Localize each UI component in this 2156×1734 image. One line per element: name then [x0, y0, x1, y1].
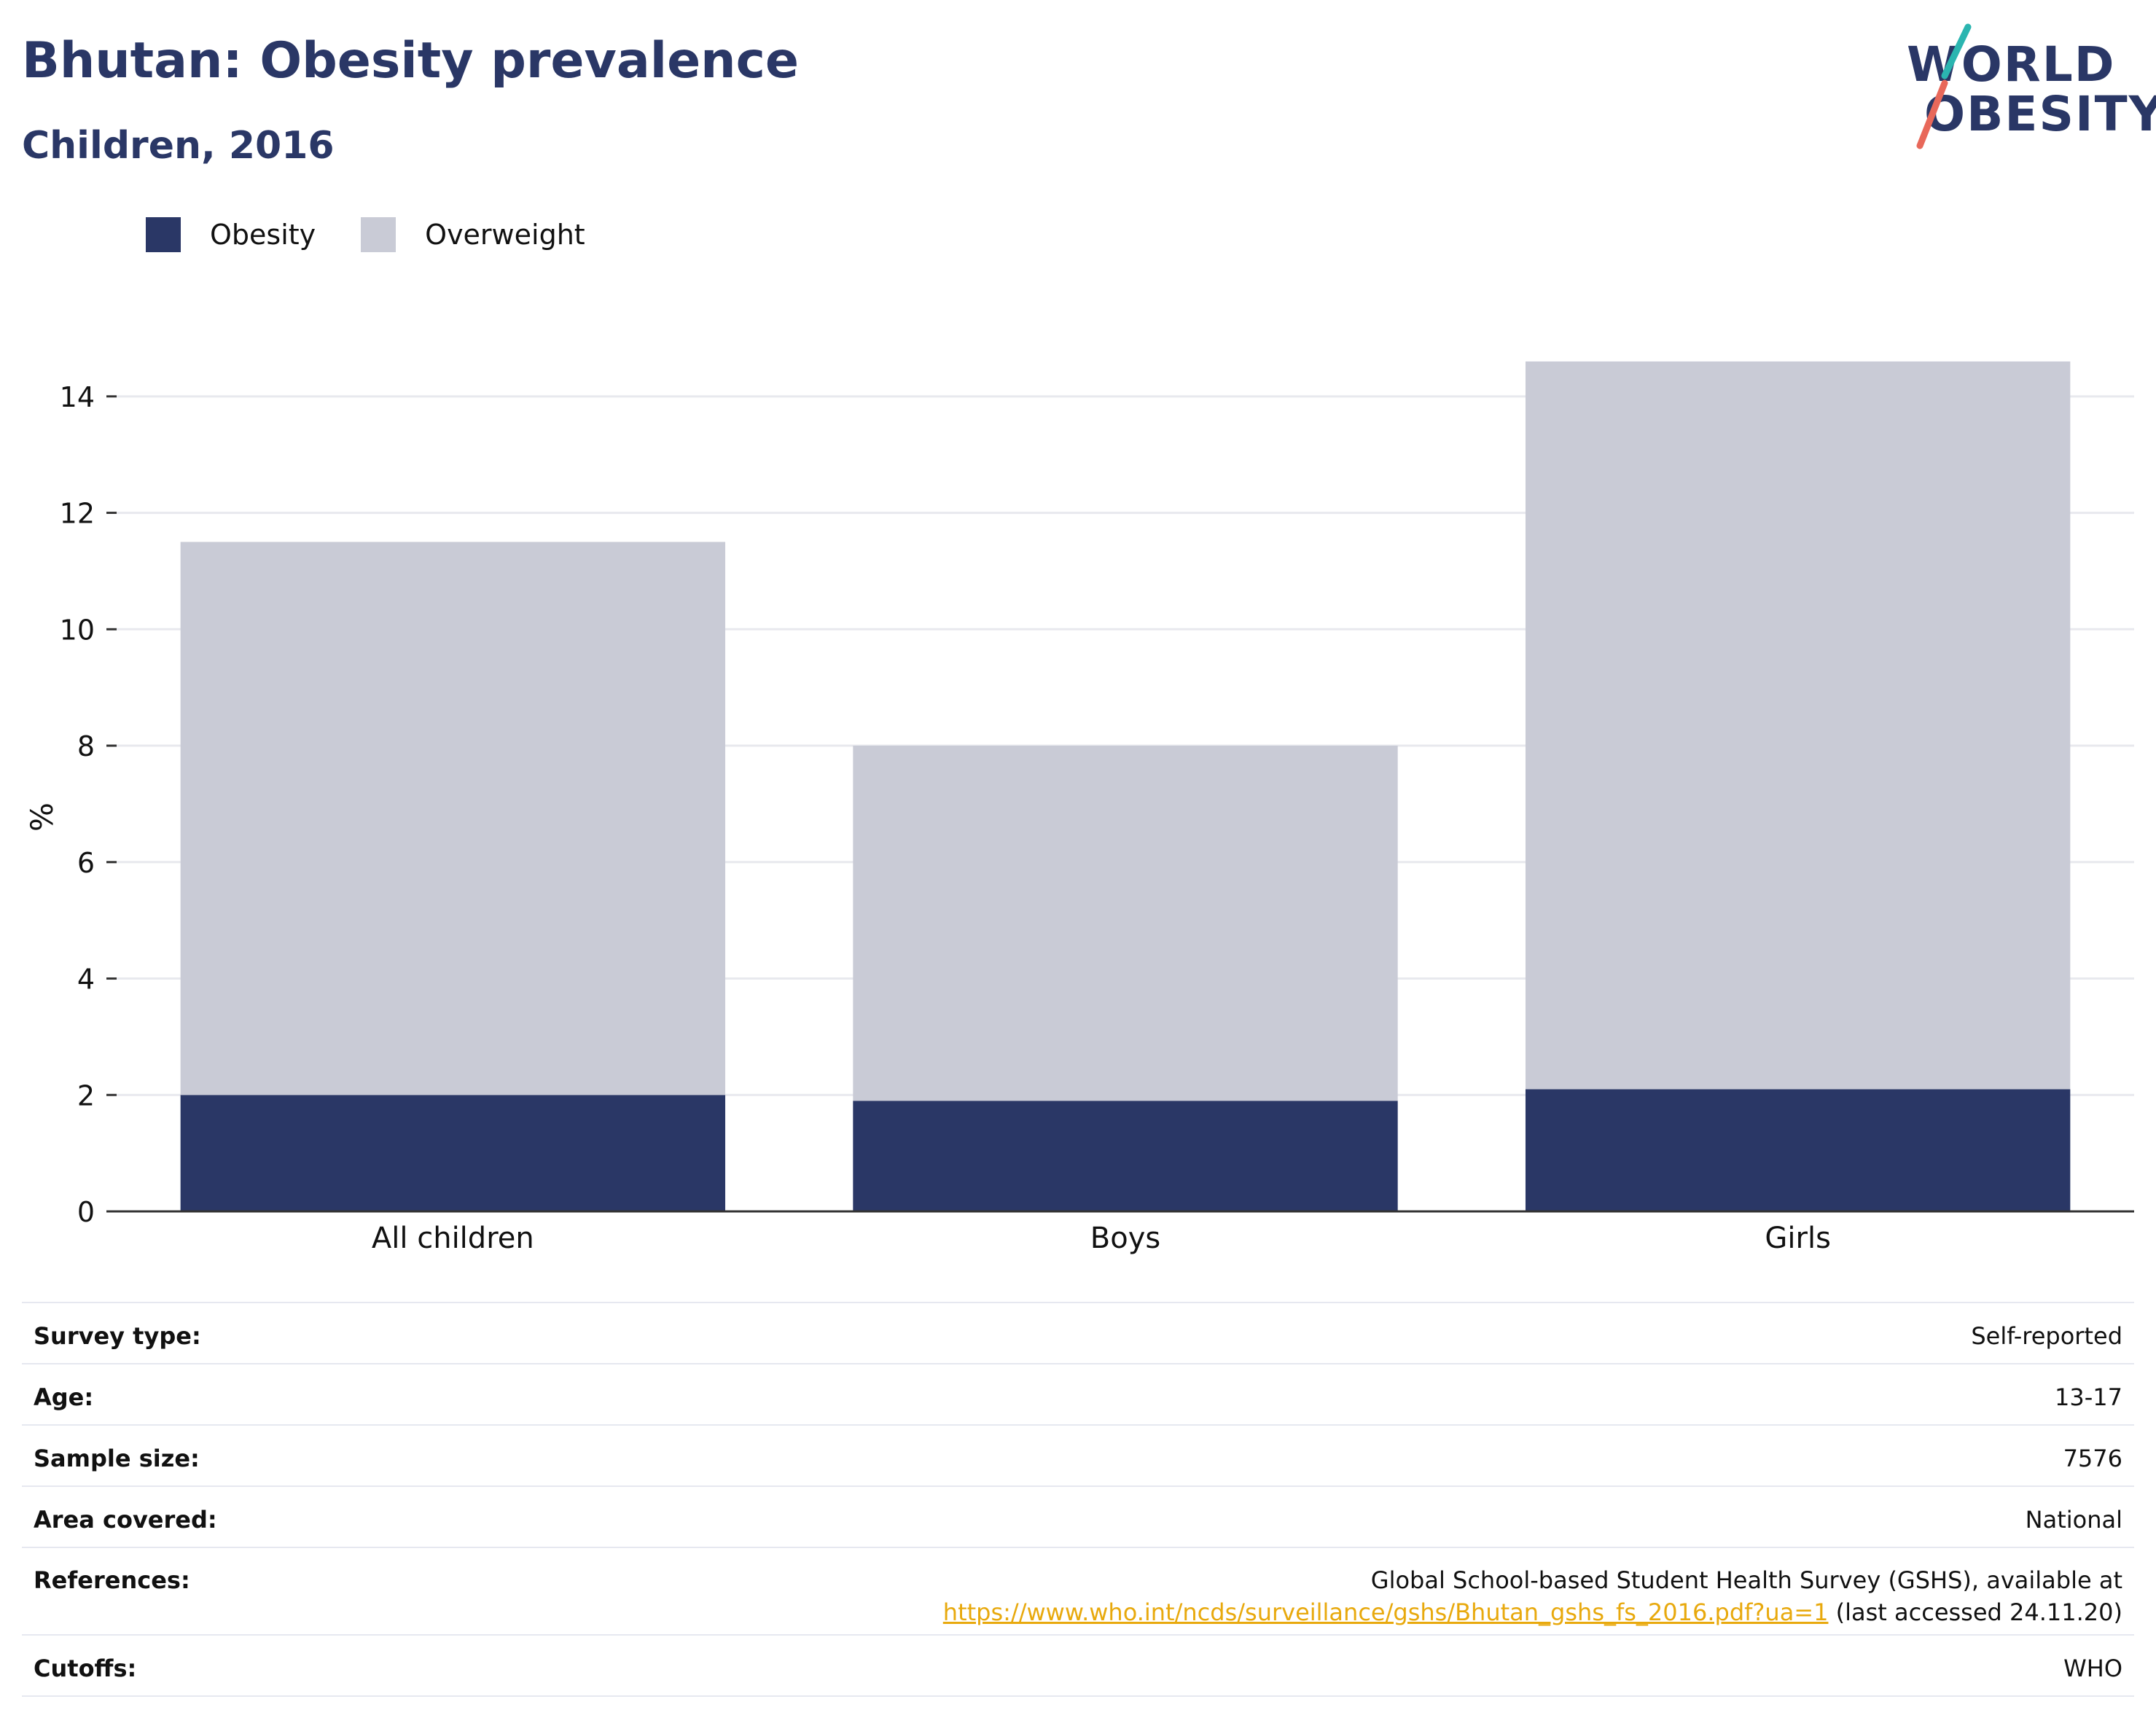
chart-subtitle: Children, 2016: [22, 124, 335, 168]
age-value: 13-17: [332, 1363, 2134, 1425]
legend-label-overweight: Overweight: [425, 219, 585, 251]
survey-info-table: Survey type: Self-reported Age: 13-17 Sa…: [22, 1302, 2134, 1697]
info-row-cutoffs: Cutoffs: WHO: [22, 1634, 2134, 1697]
info-row-age: Age: 13-17: [22, 1363, 2134, 1425]
legend-swatch-overweight: [361, 217, 397, 252]
x-tick-label: Girls: [1765, 1222, 1831, 1255]
legend-item-obesity[interactable]: Obesity: [146, 217, 316, 252]
world-obesity-logo: WORLD OBESITY: [1895, 22, 2156, 153]
stacked-bar-chart: 0 2 4 6 8 10 12 14% All children Boys Girls: [24, 361, 2134, 1255]
info-row-sample-size: Sample size: 7576: [22, 1424, 2134, 1486]
legend-item-overweight[interactable]: Overweight: [361, 217, 585, 252]
area-value: National: [332, 1485, 2134, 1547]
y-tick-label: 8: [77, 730, 95, 762]
references-link[interactable]: https://www.who.int/ncds/surveillance/gs…: [942, 1598, 1829, 1626]
info-row-references: References: Global School-based Student …: [22, 1547, 2134, 1635]
references-label: References:: [22, 1547, 332, 1635]
chart-title: Bhutan: Obesity prevalence: [22, 32, 800, 90]
y-tick-label: 14: [60, 381, 95, 413]
y-tick-label: 0: [77, 1196, 95, 1228]
bar-obesity-all-children: [180, 1095, 726, 1211]
cutoffs-label: Cutoffs:: [22, 1634, 332, 1697]
chart-legend: Obesity Overweight: [146, 217, 630, 252]
y-tick-label: 12: [60, 498, 95, 530]
y-tick-label: 6: [77, 847, 95, 879]
sample-size-value: 7576: [332, 1424, 2134, 1486]
legend-label-obesity: Obesity: [210, 219, 316, 251]
area-label: Area covered:: [22, 1485, 332, 1547]
y-axis-label: %: [24, 802, 60, 832]
bar-overweight-all-children: [180, 542, 726, 1096]
bar-overweight-girls: [1525, 361, 2071, 1090]
references-accessed: (last accessed 24.11.20): [1828, 1598, 2122, 1626]
x-tick-label: Boys: [1090, 1222, 1160, 1255]
y-tick-label: 4: [77, 964, 95, 996]
x-tick-label: All children: [372, 1222, 534, 1255]
info-row-survey-type: Survey type: Self-reported: [22, 1302, 2134, 1364]
sample-size-label: Sample size:: [22, 1424, 332, 1486]
y-tick-label: 10: [60, 614, 95, 646]
cutoffs-value: WHO: [332, 1634, 2134, 1697]
info-row-area: Area covered: National: [22, 1485, 2134, 1547]
legend-swatch-obesity: [146, 217, 181, 252]
references-value: Global School-based Student Health Surve…: [332, 1547, 2134, 1635]
y-tick-label: 2: [77, 1079, 95, 1112]
bar-obesity-boys: [853, 1101, 1398, 1211]
logo-slash-icon: [1916, 23, 1972, 149]
age-label: Age:: [22, 1363, 332, 1425]
references-text: Global School-based Student Health Surve…: [1370, 1566, 2122, 1594]
survey-type-value: Self-reported: [332, 1302, 2134, 1364]
survey-type-label: Survey type:: [22, 1302, 332, 1364]
bar-obesity-girls: [1525, 1089, 2071, 1211]
bar-overweight-boys: [853, 746, 1398, 1101]
logo-word-obesity: OBESITY: [1924, 86, 2156, 142]
